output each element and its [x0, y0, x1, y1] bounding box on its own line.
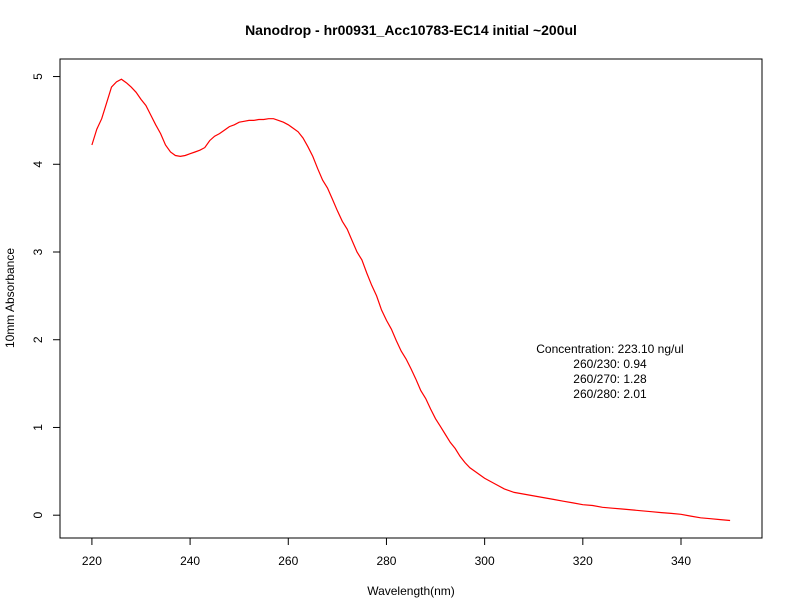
x-tick-label: 300 [475, 554, 495, 568]
y-tick-label: 0 [31, 512, 45, 519]
x-tick-label: 260 [278, 554, 298, 568]
y-tick-label: 4 [31, 161, 45, 168]
y-tick-label: 2 [31, 336, 45, 343]
x-tick-label: 340 [671, 554, 691, 568]
y-axis-label: 10mm Absorbance [3, 248, 17, 348]
annotation-line: 260/230: 0.94 [573, 357, 647, 371]
y-tick-label: 3 [31, 248, 45, 255]
y-tick-label: 5 [31, 73, 45, 80]
chart-title: Nanodrop - hr00931_Acc10783-EC14 initial… [245, 22, 577, 38]
series-layer [91, 78, 731, 522]
x-axis-label: Wavelength(nm) [367, 584, 455, 598]
annotation-line: Concentration: 223.10 ng/ul [536, 342, 683, 356]
x-tick-label: 320 [573, 554, 593, 568]
annotation-line: 260/280: 2.01 [573, 387, 647, 401]
x-tick-label: 220 [82, 554, 102, 568]
x-tick-label: 240 [180, 554, 200, 568]
absorbance-series-line [91, 78, 731, 522]
y-axis: 0 1 2 3 4 5 [31, 73, 61, 519]
annotation-line: 260/270: 1.28 [573, 372, 647, 386]
x-axis: 220 240 260 280 300 320 340 [82, 537, 691, 568]
x-tick-label: 280 [376, 554, 396, 568]
plot-frame [59, 58, 763, 539]
y-tick-label: 1 [31, 424, 45, 431]
